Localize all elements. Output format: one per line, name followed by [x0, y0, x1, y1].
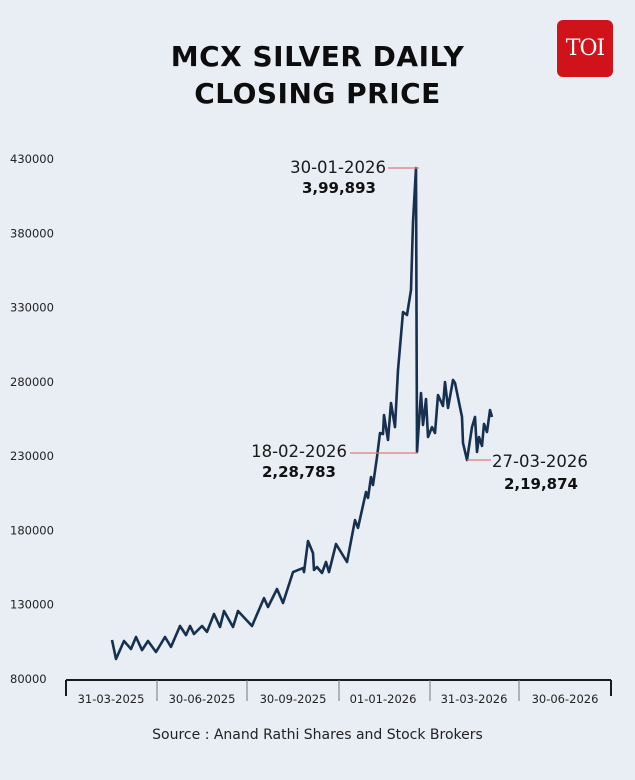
y-tick-label: 230000: [10, 449, 54, 463]
x-tick-label: 01-01-2026: [350, 692, 417, 706]
y-tick-label: 380000: [10, 226, 54, 240]
x-tick-label: 31-03-2025: [78, 692, 145, 706]
y-tick-label: 80000: [10, 672, 47, 686]
title-line-2: CLOSING PRICE: [194, 77, 441, 110]
annotation-date-mar: 27-03-2026: [492, 452, 588, 471]
y-tick-label: 280000: [10, 375, 54, 389]
x-tick-label: 30-06-2025: [169, 692, 236, 706]
toi-logo: TOI: [557, 20, 613, 77]
annotation-value-peak: 3,99,893: [302, 179, 376, 197]
annotation-date-feb: 18-02-2026: [251, 442, 347, 461]
x-tick-label: 30-09-2025: [260, 692, 327, 706]
annotation-value-feb: 2,28,783: [262, 463, 336, 481]
price-series-line: [110, 166, 494, 661]
x-tick-label: 30-06-2026: [532, 692, 599, 706]
title-line-1: MCX SILVER DAILY: [170, 40, 465, 73]
y-tick-label: 330000: [10, 301, 54, 315]
x-tick-label: 31-03-2026: [441, 692, 508, 706]
source-note: Source : Anand Rathi Shares and Stock Br…: [152, 727, 483, 743]
y-tick-label: 430000: [10, 152, 54, 166]
y-tick-label: 130000: [10, 598, 54, 612]
chart-title: MCX SILVER DAILY CLOSING PRICE: [0, 38, 635, 112]
y-tick-label: 180000: [10, 523, 54, 537]
annotation-value-mar: 2,19,874: [504, 475, 578, 493]
annotation-date-peak: 30-01-2026: [290, 158, 386, 177]
